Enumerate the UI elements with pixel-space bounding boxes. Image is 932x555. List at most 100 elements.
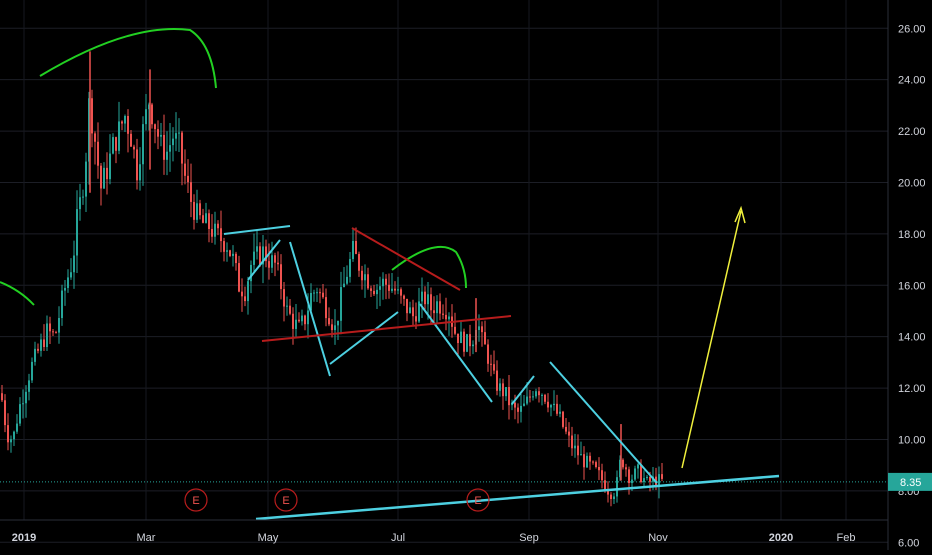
x-tick-label: Sep: [519, 532, 539, 544]
candle-body: [70, 272, 72, 278]
candle-body: [463, 331, 465, 352]
candle-body: [1, 393, 3, 401]
candle-body: [97, 141, 99, 166]
candle-body: [280, 264, 282, 290]
candle-body: [598, 466, 600, 471]
candle-body: [631, 479, 633, 484]
candle-body: [55, 332, 57, 334]
candle-body: [415, 316, 417, 322]
candle-body: [433, 310, 435, 314]
x-tick-label: Feb: [837, 532, 856, 544]
candle-body: [64, 287, 66, 291]
candle-body: [580, 454, 582, 456]
candle-body: [7, 425, 9, 443]
candle-body: [340, 287, 342, 321]
candle-body: [562, 411, 564, 427]
candle-body: [205, 213, 207, 223]
earnings-label: E: [192, 495, 199, 507]
candle-body: [331, 324, 333, 331]
candle-body: [103, 167, 105, 189]
candle-body: [490, 363, 492, 365]
candle-body: [553, 403, 555, 406]
candle-body: [37, 348, 39, 351]
candle-body: [133, 146, 135, 150]
candle-body: [106, 167, 108, 180]
candle-body: [502, 383, 504, 397]
candle-body: [100, 165, 102, 189]
candle-body: [400, 289, 402, 296]
candle-body: [508, 387, 510, 406]
price-bars: [1, 51, 663, 507]
candle-body: [151, 104, 153, 125]
cyan-trendline: [419, 303, 493, 403]
y-tick-label: 6.00: [898, 537, 919, 549]
candle-body: [559, 411, 561, 414]
y-tick-label: 24.00: [898, 75, 926, 87]
candle-body: [130, 133, 132, 147]
candle-body: [361, 270, 363, 281]
candle-body: [67, 277, 69, 288]
candle-body: [592, 461, 594, 463]
candle-body: [316, 292, 318, 294]
candle-body: [520, 405, 522, 412]
candle-body: [229, 250, 231, 256]
y-tick-label: 10.00: [898, 434, 926, 446]
x-tick-label: Mar: [137, 532, 156, 544]
candle-body: [217, 223, 219, 229]
y-tick-label: 16.00: [898, 280, 926, 292]
candle-body: [301, 315, 303, 322]
candle-body: [43, 339, 45, 348]
candle-body: [454, 326, 456, 334]
candle-body: [322, 292, 324, 298]
earnings-label: E: [474, 495, 481, 507]
candle-body: [172, 138, 174, 146]
candle-body: [250, 264, 252, 282]
candle-body: [238, 263, 240, 292]
x-tick-label: Nov: [648, 532, 668, 544]
candle-body: [154, 124, 156, 130]
candle-body: [616, 477, 618, 497]
candle-body: [286, 305, 288, 307]
green-arc-annotation: [39, 28, 217, 89]
x-tick-label: 2020: [769, 532, 793, 544]
candle-body: [619, 459, 621, 478]
candle-body: [595, 462, 597, 467]
candle-body: [208, 213, 210, 229]
candle-body: [499, 383, 501, 391]
candle-body: [232, 253, 234, 256]
y-tick-label: 12.00: [898, 383, 926, 395]
candle-body: [385, 278, 387, 285]
candle-body: [613, 496, 615, 500]
candle-body: [181, 132, 183, 164]
candle-body: [256, 246, 258, 252]
candle-body: [16, 423, 18, 432]
earnings-marker: [466, 488, 490, 512]
candle-body: [211, 228, 213, 237]
candle-body: [391, 288, 393, 291]
candle-body: [115, 137, 117, 151]
candle-body: [295, 319, 297, 329]
candle-body: [343, 283, 345, 288]
candle-body: [526, 396, 528, 404]
candle-body: [589, 455, 591, 462]
green-arc-annotation: [0, 281, 35, 306]
candle-body: [640, 464, 642, 483]
earnings-marker: [274, 488, 298, 512]
candle-body: [226, 250, 228, 252]
candle-body: [46, 323, 48, 348]
candle-body: [550, 405, 552, 408]
candle-body: [157, 129, 159, 137]
candle-body: [34, 348, 36, 362]
earnings-marker: [184, 488, 208, 512]
candle-body: [244, 296, 246, 302]
candle-body: [145, 109, 147, 125]
candle-body: [49, 323, 51, 332]
candle-body: [634, 468, 636, 480]
candle-body: [505, 387, 507, 397]
candle-body: [487, 344, 489, 364]
candle-body: [109, 153, 111, 180]
candle-body: [178, 132, 180, 134]
candle-body: [10, 439, 12, 443]
